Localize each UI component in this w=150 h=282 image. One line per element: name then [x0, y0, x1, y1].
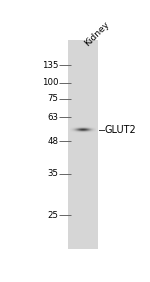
Text: Kidney: Kidney: [83, 19, 111, 48]
Text: 100: 100: [42, 78, 58, 87]
Text: 35: 35: [47, 169, 58, 179]
Text: 25: 25: [47, 211, 58, 220]
Text: 48: 48: [47, 137, 58, 146]
Text: 135: 135: [42, 61, 58, 70]
Text: 63: 63: [47, 113, 58, 122]
Text: GLUT2: GLUT2: [105, 125, 136, 135]
Text: 75: 75: [47, 94, 58, 103]
FancyBboxPatch shape: [68, 40, 98, 249]
